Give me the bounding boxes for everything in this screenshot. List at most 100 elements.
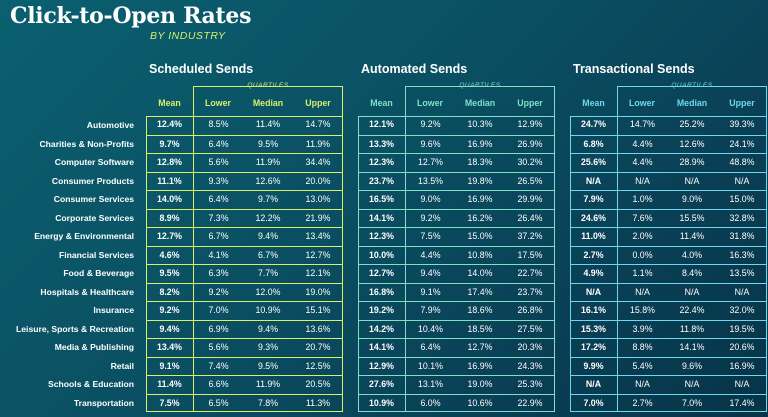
automated-median-cell: 18.6% [455,301,505,320]
scheduled-mean-cell: 9.2% [146,301,193,320]
automated-upper-cell: 20.3% [505,338,555,357]
automated-lower-cell: 10.4% [405,319,455,338]
transactional-lower-cell: N/A [617,282,667,301]
automated-median-cell: 17.4% [455,282,505,302]
table-row: 11.1% 9.3% 12.6% 20.0% [146,171,343,191]
automated-lower-cell: 6.0% [405,393,455,412]
page-title: Click-to-Open Rates [10,3,252,29]
transactional-upper-cell: 19.5% [717,319,767,339]
transactional-lower-cell: 7.6% [617,208,667,227]
transactional-median-cell: N/A [667,375,717,394]
transactional-upper-cell: 48.8% [717,153,767,172]
automated-mean-cell: 12.1% [369,119,394,129]
scheduled-lower-cell: 6.3% [193,264,243,283]
industry-label: Leisure, Sports & Recreation [16,323,134,334]
automated-col-mean: Mean [370,98,393,108]
transactional-upper-cell: 31.8% [717,227,767,246]
scheduled-upper-cell: 15.1% [293,301,343,320]
table-row: 14.1% 6.4% 12.7% 20.3% [358,338,555,357]
transactional-mean-cell: 6.8% [570,134,617,154]
transactional-col-median: Median [676,98,708,108]
scheduled-lower-cell: 9.3% [193,171,243,190]
automated-upper-cell: 37.2% [505,227,555,246]
table-row: 16.5% 9.0% 16.9% 29.9% [358,190,555,209]
scheduled-mean-cell: 7.5% [146,393,193,413]
transactional-upper-cell: 20.6% [717,338,767,357]
automated-col-lower: Lower [417,98,443,108]
scheduled-median-cell: 11.4% [255,119,281,129]
transactional-col-lower: Lower [629,98,655,108]
transactional-col-upper: Upper [729,98,755,108]
scheduled-mean-cell: 13.4% [146,338,193,357]
scheduled-mean-cell: 8.9% [146,208,193,228]
transactional-lower-cell: 0.0% [617,245,667,264]
industry-label: Corporate Services [55,212,134,223]
industry-label: Automotive [86,120,134,130]
transactional-median-cell: 9.6% [667,356,717,376]
scheduled-median-cell: 9.5% [243,134,293,154]
scheduled-upper-cell: 21.9% [293,208,343,228]
automated-median-cell: 16.9% [455,356,505,376]
table-row: 14.0% 6.4% 9.7% 13.0% [146,190,343,209]
scheduled-upper-cell: 20.5% [293,375,343,394]
automated-mean-cell: 10.0% [358,245,405,265]
scheduled-upper-cell: 12.5% [293,356,343,376]
table-row: 11.0% 2.0% 11.4% 31.8% [570,227,767,246]
table-row: 12.9% 10.1% 16.9% 24.3% [358,356,555,376]
automated-mean-cell: 12.3% [358,227,405,246]
scheduled-median-cell: 7.8% [243,393,293,413]
industry-label: Energy & Environmental [34,231,134,241]
scheduled-upper-cell: 13.6% [293,319,343,339]
scheduled-upper-cell: 20.0% [293,171,343,191]
scheduled-upper-cell: 13.4% [293,227,343,246]
automated-median-cell: 15.0% [455,227,505,246]
transactional-mean-cell: 24.7% [581,119,606,129]
transactional-quartiles-bracket [617,86,767,116]
transactional-mean-cell: 16.1% [570,301,617,320]
scheduled-upper-cell: 20.7% [293,338,343,357]
industry-label: Media & Publishing [54,342,134,352]
transactional-median-cell: 22.4% [667,301,717,320]
automated-mean-cell: 10.9% [358,393,405,413]
transactional-median-cell: 7.0% [667,393,717,413]
table-row: 14.1% 9.2% 16.2% 26.4% [358,208,555,227]
table-row: 17.2% 8.8% 14.1% 20.6% [570,338,767,357]
automated-median-cell: 16.9% [455,134,505,154]
transactional-mean-cell: 25.6% [570,153,617,172]
automated-lower-cell: 9.4% [405,264,455,283]
table-row: 27.6% 13.1% 19.0% 25.3% [358,375,555,394]
automated-mean-cell: 12.3% [358,153,405,172]
scheduled-upper-cell: 19.0% [293,282,343,302]
transactional-median-cell: 11.8% [667,319,717,339]
automated-lower-cell: 9.6% [405,134,455,153]
automated-upper-cell: 17.5% [505,245,555,265]
transactional-mean-cell: 15.3% [570,319,617,339]
automated-upper-cell: 22.7% [505,264,555,283]
table-row: 8.2% 9.2% 12.0% 19.0% [146,282,343,302]
automated-median-cell: 10.6% [455,393,505,413]
scheduled-lower-cell: 9.2% [193,282,243,301]
transactional-lower-cell: 4.4% [617,134,667,153]
transactional-mean-cell: N/A [570,171,617,191]
table-row: 19.2% 7.9% 18.6% 26.8% [358,301,555,320]
automated-median-cell: 12.7% [455,338,505,357]
scheduled-lower-cell: 4.1% [193,245,243,264]
table-row: N/A N/A N/A N/A [570,171,767,191]
table-row: 24.7% 14.7% 25.2% 39.3% [570,116,767,135]
transactional-median-cell: N/A [667,282,717,302]
industry-label: Charities & Non-Profits [39,138,134,149]
scheduled-median-cell: 6.7% [243,245,293,265]
scheduled-col-upper: Upper [305,98,331,108]
automated-lower-cell: 7.5% [405,227,455,246]
table-row: 9.9% 5.4% 9.6% 16.9% [570,356,767,376]
table-row: 9.4% 6.9% 9.4% 13.6% [146,319,343,339]
transactional-lower-cell: 14.7% [617,116,667,135]
table-row: 9.5% 6.3% 7.7% 12.1% [146,264,343,283]
transactional-upper-cell: 24.1% [717,134,767,154]
transactional-upper-cell: N/A [717,282,767,302]
table-row: 2.7% 0.0% 4.0% 16.3% [570,245,767,264]
automated-mean-cell: 16.8% [358,282,405,302]
transactional-median-cell: 28.9% [667,153,717,172]
scheduled-lower-cell: 7.4% [193,356,243,375]
scheduled-mean-cell: 4.6% [146,245,193,265]
